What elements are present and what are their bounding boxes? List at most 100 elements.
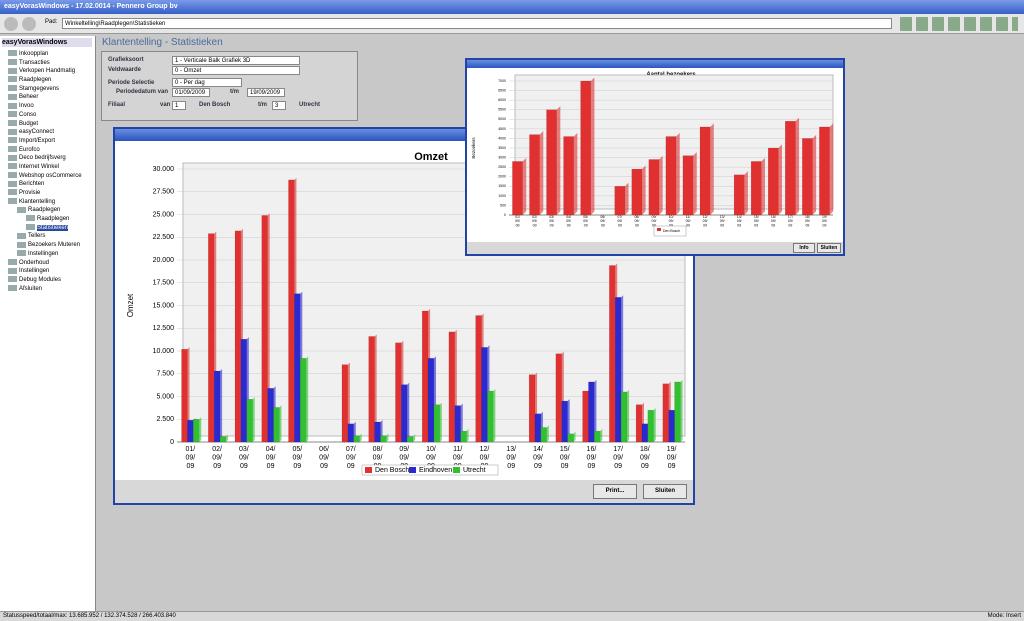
- tree-item[interactable]: easyConnect: [3, 128, 95, 137]
- tree-item[interactable]: Tellers: [3, 232, 95, 241]
- bar-side: [693, 152, 697, 215]
- close-button[interactable]: Sluiten: [643, 484, 687, 499]
- x-tick-label: 15/09/09: [754, 215, 759, 227]
- status-right: Mode: Insert: [987, 613, 1021, 619]
- tree-item[interactable]: Internet Winkel: [3, 163, 95, 172]
- bar-side: [727, 211, 731, 215]
- field[interactable]: 3: [272, 101, 286, 110]
- date-field[interactable]: 19/09/2009: [247, 88, 285, 97]
- folder-icon: [3, 276, 17, 283]
- button-bar: Info Sluiten: [467, 242, 843, 254]
- tree-item[interactable]: Webshop osCommerce: [3, 172, 95, 181]
- bar-side: [829, 123, 834, 215]
- tree-label: Raadplegen: [19, 77, 52, 84]
- x-tick-label: 17/09/09: [788, 215, 793, 227]
- tree-item[interactable]: Invoo: [3, 102, 95, 111]
- tree-item[interactable]: Import/Export: [3, 137, 95, 146]
- x-tick-label: 12/09/09: [703, 215, 708, 227]
- legend-label: Eindhoven: [419, 467, 452, 474]
- tree-item[interactable]: Instellingen: [3, 250, 95, 259]
- bar: [528, 374, 536, 443]
- tree-item[interactable]: Conso: [3, 111, 95, 120]
- select[interactable]: 0 - Per dag: [172, 78, 242, 87]
- bar: [750, 161, 762, 216]
- bar: [631, 168, 643, 216]
- tree-label: Budget: [19, 120, 39, 127]
- bar: [353, 435, 360, 443]
- y-tick-label: 7000: [498, 79, 506, 83]
- bar: [674, 381, 681, 443]
- forward-button[interactable]: [22, 17, 36, 31]
- bar: [234, 230, 242, 443]
- bar: [181, 348, 188, 443]
- bar: [213, 370, 221, 443]
- label: t/m: [230, 89, 239, 95]
- y-tick-label: 15.000: [153, 302, 175, 309]
- tree-item[interactable]: Deco bedrijfsverg: [3, 154, 95, 163]
- folder-icon: [3, 119, 17, 126]
- folder-icon: [3, 154, 17, 161]
- bar: [529, 134, 540, 216]
- close-button[interactable]: Sluiten: [817, 243, 841, 253]
- tree-item[interactable]: Raadplegen: [3, 206, 95, 215]
- tree-item[interactable]: Beheer: [3, 93, 95, 102]
- select[interactable]: 0 - Omzet: [172, 66, 300, 75]
- select[interactable]: 1 - Verticale Balk Grafiek 3D: [172, 56, 300, 65]
- bar-side: [680, 379, 683, 442]
- y-axis-label: Bezoekers: [471, 137, 476, 159]
- bar: [561, 400, 568, 443]
- tree-item[interactable]: Onderhoud: [3, 258, 95, 268]
- field[interactable]: 1: [172, 101, 186, 110]
- tree-item[interactable]: Raadplegen: [3, 76, 95, 85]
- x-tick-label: 02/09/09: [532, 215, 537, 227]
- tree-item[interactable]: Berichten: [3, 180, 95, 189]
- tree-label: Berichten: [19, 181, 45, 188]
- tree-item[interactable]: Raadplegen: [3, 215, 95, 224]
- tree-item[interactable]: Debug Modules: [3, 276, 95, 285]
- form-panel: Grafieksoort 1 - Verticale Balk Grafiek …: [101, 51, 358, 121]
- tree-item[interactable]: Stamgegevens: [3, 85, 95, 94]
- path-field[interactable]: Winkeltelling\Raadplegen\Statistieken: [62, 18, 892, 29]
- back-button[interactable]: [4, 17, 18, 31]
- x-tick-label: 03/09/09: [549, 215, 554, 227]
- tree-item[interactable]: Klantentelling: [3, 198, 95, 207]
- tree-item[interactable]: Verkopen Handmatig: [3, 67, 95, 76]
- x-tick-label: 19/09/09: [667, 446, 677, 470]
- bar: [454, 405, 461, 443]
- tree-item[interactable]: Budget: [3, 119, 95, 129]
- folder-icon: [3, 59, 17, 66]
- tree-label: Transacties: [19, 59, 50, 66]
- tree-item[interactable]: Eurofco: [3, 145, 95, 155]
- bar-side: [347, 362, 350, 442]
- y-tick-label: 6000: [498, 98, 506, 102]
- x-tick-label: 17/09/09: [613, 446, 623, 470]
- bar-side: [590, 77, 595, 215]
- tree-item[interactable]: Inkoopplan: [3, 50, 95, 59]
- date-field[interactable]: 01/09/2009: [172, 88, 210, 97]
- tree-item[interactable]: Statistieken: [3, 224, 95, 233]
- label: Filiaal: [108, 102, 126, 108]
- bar-side: [778, 144, 783, 215]
- bar-side: [279, 405, 282, 442]
- print-button[interactable]: Print...: [593, 484, 637, 499]
- legend-swatch: [365, 467, 372, 473]
- bar-side: [439, 402, 442, 442]
- tree-item[interactable]: Afsluiten: [3, 284, 95, 294]
- heading: Klantentelling - Statistieken: [102, 37, 223, 48]
- tree-label: Raadplegen: [37, 216, 70, 223]
- bar: [395, 342, 402, 443]
- tree-item[interactable]: Provisie: [3, 189, 95, 198]
- tree-label: Conso: [19, 111, 37, 118]
- tree-item[interactable]: Transacties: [3, 59, 95, 68]
- bar: [580, 80, 592, 216]
- bar: [540, 427, 547, 443]
- y-axis-label: Omzet: [126, 293, 135, 317]
- tree-item[interactable]: Bezoekers Muteren: [3, 241, 95, 250]
- x-tick-label: 06/09/09: [319, 446, 329, 470]
- info-button[interactable]: Info: [793, 243, 815, 253]
- tree-item[interactable]: Instellingen: [3, 267, 95, 276]
- toolbar-icons[interactable]: [900, 17, 1018, 31]
- y-tick-label: 2500: [498, 165, 506, 169]
- bar: [433, 404, 441, 443]
